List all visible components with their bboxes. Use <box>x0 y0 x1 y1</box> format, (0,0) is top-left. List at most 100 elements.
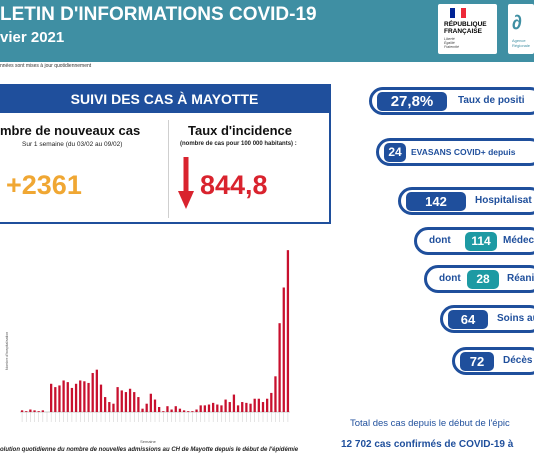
medecine-prefix: dont <box>429 235 451 246</box>
motto-egalite: Égalité <box>444 41 455 45</box>
chart-bar <box>87 382 90 412</box>
total-summary: 12 702 cas confirmés de COVID-19 à <box>341 439 513 450</box>
deces-card: 72 Décès <box>452 347 534 375</box>
reanimation-label: Réani <box>507 273 534 284</box>
taux-incidence-label: Taux d'incidence <box>188 123 292 138</box>
chart-bar <box>104 397 107 412</box>
chart-bar <box>120 390 123 412</box>
taux-incidence-sub: (nombre de cas pour 100 000 habitants) : <box>180 141 297 147</box>
chart-bar <box>83 381 86 412</box>
evasans-label: EVASANS COVID+ depuis <box>411 147 516 157</box>
chart-bar <box>245 402 248 412</box>
chart-bar <box>145 403 148 412</box>
chart-bar <box>124 392 128 412</box>
rf-line-1: RÉPUBLIQUE <box>444 21 487 28</box>
chart-bar <box>50 383 53 412</box>
hospitalisations-label: Hospitalisat <box>475 195 532 206</box>
reanimation-value: 28 <box>467 270 499 289</box>
chart-bar <box>257 398 260 412</box>
chart-bar <box>195 409 198 412</box>
chart-bar <box>249 403 252 412</box>
chart-bar <box>261 402 265 412</box>
motto-liberte: Liberté <box>444 37 455 41</box>
medecine-label: Médec <box>503 235 534 246</box>
ars-line-1: Agence <box>512 38 526 43</box>
chart-bar <box>99 384 103 412</box>
chart-caption: olution quotidienne du nombre de nouvell… <box>0 447 299 453</box>
reanimation-card: dont 28 Réani <box>424 265 534 293</box>
hospitalisations-card: 142 Hospitalisat <box>398 187 534 215</box>
chart-bar <box>174 406 177 412</box>
chart-bar <box>79 380 82 412</box>
column-divider <box>168 120 169 218</box>
chart-bar <box>133 392 136 412</box>
chart-bar <box>158 407 161 412</box>
chart-bar <box>153 399 157 412</box>
total-cases-value: 12 702 <box>341 439 372 450</box>
ars-logo: ∂ Agence Régionale <box>508 4 534 54</box>
hospitalisations-value: 142 <box>406 192 466 211</box>
soins-value: 64 <box>448 310 488 329</box>
chart-bar <box>224 399 227 412</box>
chart-bar <box>232 394 236 412</box>
chart-bar <box>62 380 65 412</box>
taux-positivite-card: 27,8% Taux de positi <box>369 87 534 115</box>
admissions-chart: Nombre d'hospitalisation Semaine <box>0 230 294 446</box>
chart-bar <box>116 387 119 412</box>
chart-bar <box>137 397 140 412</box>
bulletin-date: vier 2021 <box>0 29 65 46</box>
french-flag-icon <box>450 8 466 18</box>
down-arrow-icon <box>178 157 194 209</box>
ars-line-2: Régionale <box>512 43 531 48</box>
bulletin-header: LETIN D'INFORMATIONS COVID-19 vier 2021 … <box>0 0 534 62</box>
ars-mark-icon: ∂ <box>512 12 522 34</box>
suivi-cas-panel: SUIVI DES CAS À MAYOTTE mbre de nouveaux… <box>0 84 331 224</box>
chart-bar <box>212 402 215 412</box>
chart-bar <box>220 405 223 412</box>
chart-bar <box>282 287 285 412</box>
chart-bar <box>182 410 186 412</box>
nouveaux-cas-period: Sur 1 semaine (du 03/02 au 09/02) <box>22 141 123 148</box>
chart-bar <box>20 410 24 412</box>
chart-bar <box>162 411 165 412</box>
suivi-cas-title: SUIVI DES CAS À MAYOTTE <box>0 86 329 113</box>
chart-bar <box>170 409 173 412</box>
chart-bar <box>203 405 206 412</box>
update-note: nnées sont mises à jour quotidiennement <box>0 63 92 69</box>
chart-bar <box>253 398 256 412</box>
chart-bar <box>216 404 219 412</box>
chart-bar <box>278 323 281 412</box>
evasans-value: 24 <box>384 143 406 162</box>
chart-bar <box>191 411 194 412</box>
chart-bar <box>286 250 290 412</box>
chart-bar <box>149 393 152 412</box>
chart-bar <box>187 411 190 412</box>
chart-bar <box>66 382 69 412</box>
chart-bar <box>199 405 202 412</box>
chart-bar <box>141 408 144 412</box>
chart-bar <box>95 369 98 412</box>
chart-bar <box>37 411 40 412</box>
deces-value: 72 <box>460 352 494 371</box>
chart-bar <box>74 383 78 412</box>
chart-bar <box>70 387 74 412</box>
medecine-card: dont 114 Médec <box>414 227 534 255</box>
deces-label: Décès <box>503 355 533 366</box>
total-cases-text: cas confirmés de COVID-19 à <box>374 439 514 450</box>
chart-bar <box>178 408 182 412</box>
bulletin-title: LETIN D'INFORMATIONS COVID-19 <box>0 4 317 25</box>
chart-bar <box>41 410 44 412</box>
motto-fraternite: Fraternité <box>444 45 459 49</box>
chart-bar <box>29 409 32 412</box>
chart-bar <box>58 385 61 412</box>
nouveaux-cas-label: mbre de nouveaux cas <box>0 123 141 138</box>
chart-bar <box>33 410 36 412</box>
nouveaux-cas-value: +2361 <box>6 170 82 200</box>
chart-bar <box>270 392 273 412</box>
soins-card: 64 Soins au <box>440 305 534 333</box>
chart-y-axis-label: Nombre d'hospitalisation <box>5 332 9 370</box>
chart-x-axis-label: Semaine <box>140 439 157 444</box>
chart-bar <box>91 372 94 412</box>
taux-positivite-label: Taux de positi <box>458 95 525 106</box>
evasans-card: 24 EVASANS COVID+ depuis <box>376 138 534 166</box>
